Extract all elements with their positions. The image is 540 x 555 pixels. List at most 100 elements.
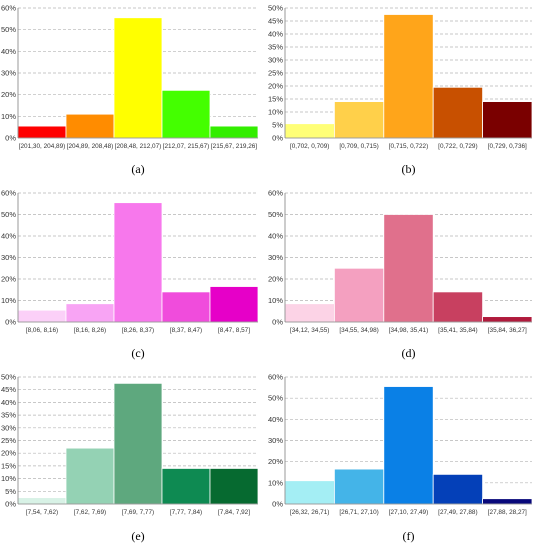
x-tick-label: [8,06, 8,16) (26, 327, 58, 334)
chart-panel: 0% 10% 20% 30% 40% 50% 60% [34,12, 34,55) [34,55… (268, 189, 533, 360)
panel-label: (f) (403, 529, 415, 543)
y-tick-label: 10% (1, 112, 16, 121)
bar (65, 303, 115, 323)
y-tick-label: 60% (1, 4, 16, 13)
x-tick-label: [7,62, 7,69) (74, 509, 106, 516)
y-tick-label: 35% (1, 411, 16, 420)
y-tick-label: 15% (268, 95, 283, 104)
x-tick-label: [0,729, 0,736] (488, 143, 527, 150)
chart-panel: 0% 10% 20% 30% 40% 50% 60% [8,06, 8,16) [8,16, 8… (1, 189, 259, 360)
y-tick-label: 0% (272, 318, 283, 327)
x-tick-label: [208,48, 212,07) (115, 143, 162, 150)
y-tick-label: 30% (1, 253, 16, 262)
y-tick-label: 40% (268, 415, 283, 424)
bar (161, 468, 211, 505)
y-tick-label: 30% (268, 253, 283, 262)
y-tick-label: 0% (272, 500, 283, 509)
y-tick-label: 10% (1, 474, 16, 483)
y-tick-label: 30% (1, 423, 16, 432)
x-tick-label: [8,26, 8,37) (122, 327, 154, 334)
y-tick-label: 10% (268, 478, 283, 487)
bar (284, 123, 335, 139)
x-tick-label: [26,32, 26,71) (290, 509, 329, 516)
x-tick-label: [0,709, 0,715) (339, 143, 378, 150)
x-tick-label: [27,10, 27,49) (389, 509, 428, 516)
y-tick-label: 50% (268, 4, 283, 13)
y-tick-label: 50% (1, 25, 16, 34)
y-tick-label: 25% (268, 69, 283, 78)
y-tick-label: 60% (1, 189, 16, 198)
y-tick-label: 45% (268, 17, 283, 26)
x-tick-label: [26,71, 27,10) (339, 509, 378, 516)
y-tick-label: 20% (268, 82, 283, 91)
bar (17, 497, 67, 505)
y-tick-label: 30% (268, 436, 283, 445)
x-tick-label: [215,67, 219,26] (211, 143, 257, 150)
y-tick-label: 50% (1, 373, 16, 382)
x-tick-label: [212,07, 215,67) (163, 143, 210, 150)
x-tick-label: [35,41, 35,84) (438, 327, 477, 334)
x-tick-label: [7,77, 7,84) (170, 509, 202, 516)
y-tick-label: 40% (1, 398, 16, 407)
bar (383, 214, 434, 323)
x-tick-label: [7,84, 7,92] (218, 509, 250, 516)
bar (383, 386, 434, 505)
y-tick-label: 50% (268, 394, 283, 403)
x-tick-label: [0,715, 0,722) (389, 143, 428, 150)
y-tick-label: 10% (1, 296, 16, 305)
y-tick-label: 20% (1, 275, 16, 284)
y-tick-label: 40% (1, 47, 16, 56)
y-tick-label: 40% (1, 232, 16, 241)
x-tick-label: [34,98, 35,41) (389, 327, 428, 334)
bar (333, 101, 385, 139)
x-tick-label: [0,702, 0,709) (290, 143, 329, 150)
bar (17, 125, 67, 139)
bar (333, 468, 385, 505)
chart-panel: 0% 5% 10% 15% 20% 25% 30% 35% 40% 45% 50% [0,702, 0… (268, 4, 533, 176)
y-tick-label: 20% (1, 449, 16, 458)
chart-panel: 0% 10% 20% 30% 40% 50% 60% [26,32, 26,71) [26,71… (268, 373, 533, 543)
bar (482, 101, 533, 139)
chart-panel: 0% 10% 20% 30% 40% 50% 60% [201,30, 204,89) [204… (1, 4, 259, 176)
y-tick-label: 0% (272, 134, 283, 143)
bar (383, 14, 434, 139)
bar (333, 267, 385, 323)
bar (209, 125, 259, 139)
panel-label: (b) (402, 162, 416, 176)
x-tick-label: [7,54, 7,62) (26, 509, 58, 516)
y-tick-label: 40% (268, 30, 283, 39)
bar (284, 303, 335, 323)
y-tick-label: 10% (268, 108, 283, 117)
x-tick-label: [204,89, 208,48) (67, 143, 114, 150)
bar (65, 447, 115, 505)
y-tick-label: 50% (1, 210, 16, 219)
y-tick-label: 10% (268, 296, 283, 305)
bar (482, 498, 533, 505)
bar (432, 86, 484, 139)
y-tick-label: 40% (268, 232, 283, 241)
y-tick-label: 25% (1, 436, 16, 445)
bar (482, 316, 533, 323)
x-tick-label: [27,49, 27,88) (438, 509, 477, 516)
y-tick-label: 5% (272, 121, 283, 130)
x-tick-label: [34,55, 34,98) (339, 327, 378, 334)
x-tick-label: [8,16, 8,26) (74, 327, 106, 334)
panel-label: (c) (131, 346, 144, 360)
y-tick-label: 20% (268, 275, 283, 284)
bar (209, 286, 259, 323)
y-tick-label: 45% (1, 385, 16, 394)
y-tick-label: 60% (268, 373, 283, 382)
x-tick-label: [27,88, 28,27] (488, 509, 527, 516)
y-tick-label: 30% (268, 56, 283, 65)
panel-label: (d) (402, 346, 416, 360)
x-tick-label: [201,30, 204,89) (19, 143, 66, 150)
x-tick-label: [8,47, 8,57] (218, 327, 250, 334)
bar (17, 309, 67, 323)
x-tick-label: [8,37, 8,47) (170, 327, 202, 334)
bar (432, 473, 484, 505)
bar (161, 291, 211, 323)
x-tick-label: [35,84, 36,27] (488, 327, 527, 334)
bar (284, 480, 335, 505)
